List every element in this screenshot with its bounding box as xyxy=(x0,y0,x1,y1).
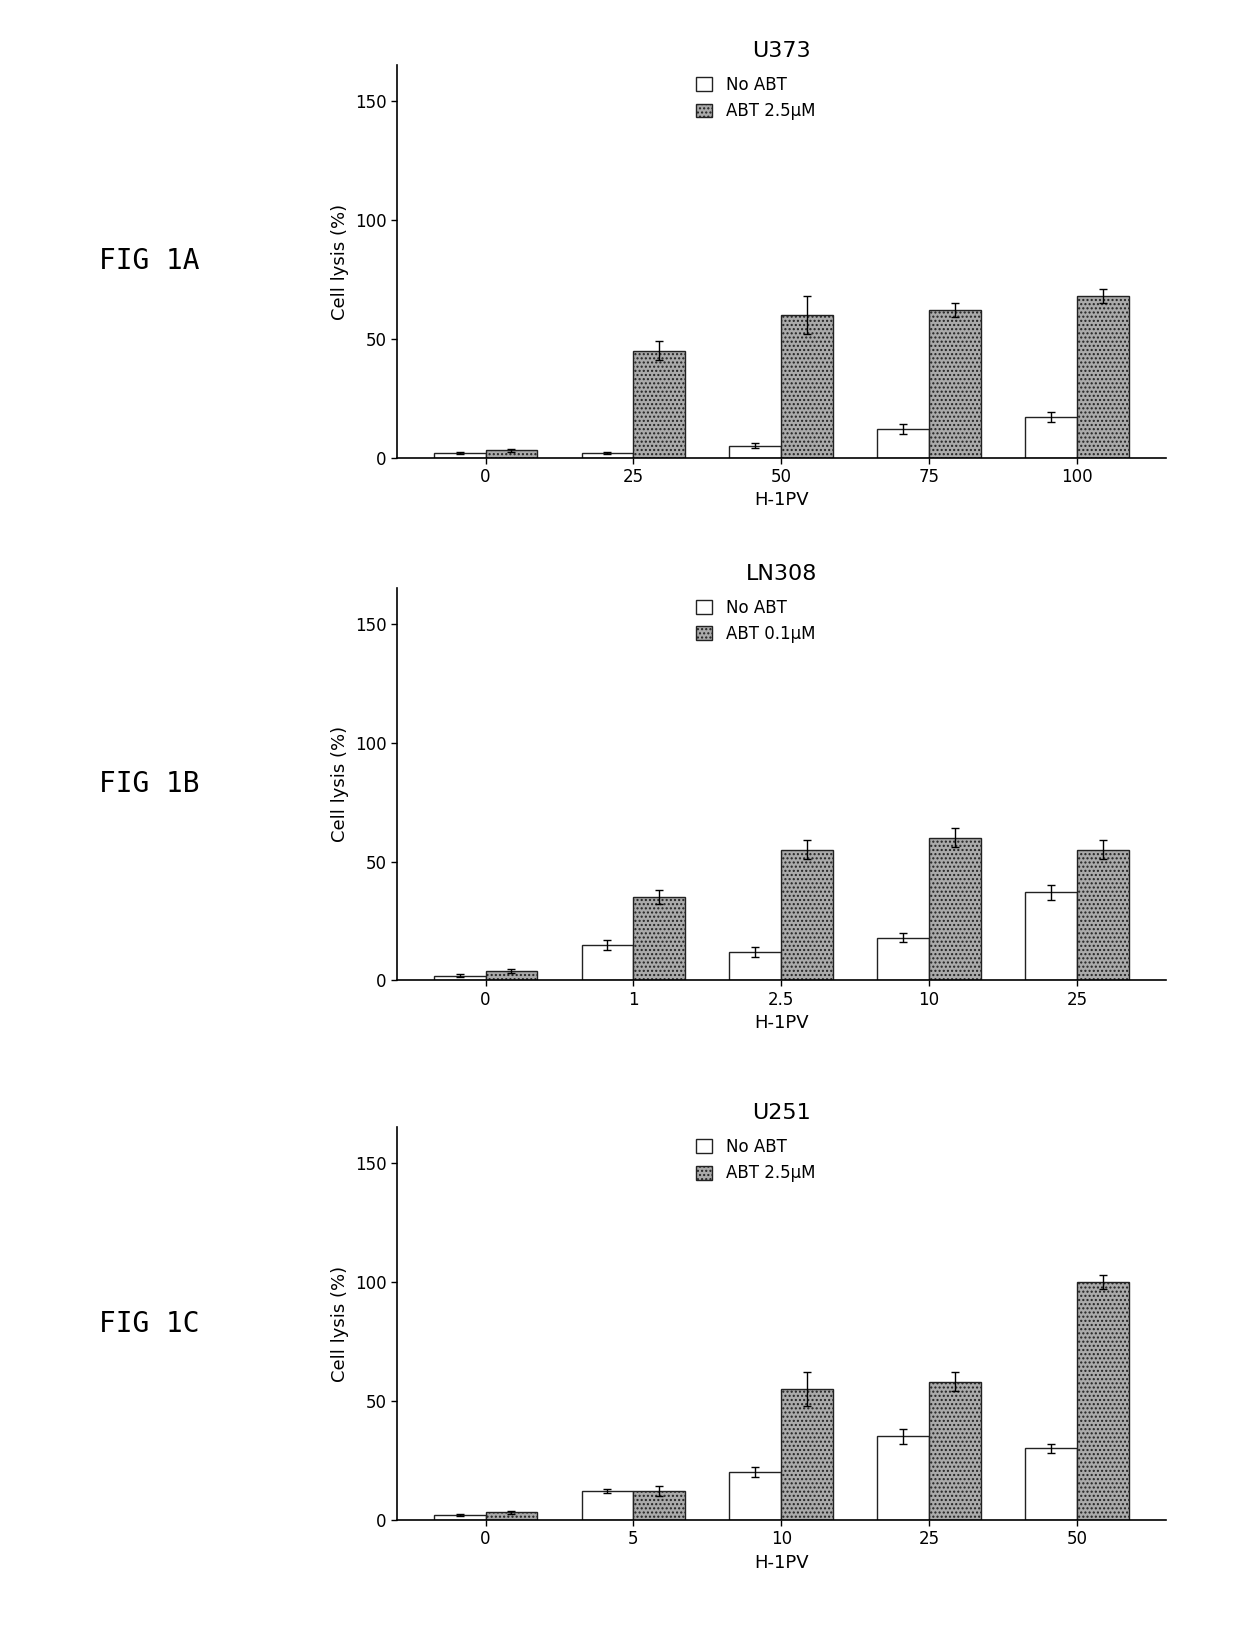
Bar xyxy=(929,310,981,458)
Title: U251: U251 xyxy=(751,1103,811,1123)
Bar xyxy=(781,850,833,980)
Bar xyxy=(434,975,486,980)
Bar xyxy=(434,1515,486,1520)
Legend: No ABT, ABT 0.1μM: No ABT, ABT 0.1μM xyxy=(689,592,822,650)
Bar xyxy=(729,953,781,980)
Bar xyxy=(634,1492,684,1520)
Bar xyxy=(729,446,781,458)
Text: FIG 1C: FIG 1C xyxy=(98,1309,200,1338)
Y-axis label: Cell lysis (%): Cell lysis (%) xyxy=(331,1265,350,1382)
Text: FIG 1A: FIG 1A xyxy=(98,247,200,276)
Y-axis label: Cell lysis (%): Cell lysis (%) xyxy=(331,203,350,320)
Bar xyxy=(1076,850,1128,980)
Bar xyxy=(729,1472,781,1520)
Bar xyxy=(929,838,981,980)
X-axis label: H-1PV: H-1PV xyxy=(754,492,808,510)
Bar xyxy=(634,897,684,980)
Bar xyxy=(878,1436,929,1520)
Bar xyxy=(878,430,929,458)
X-axis label: H-1PV: H-1PV xyxy=(754,1015,808,1033)
Bar xyxy=(486,451,537,458)
Bar xyxy=(1025,892,1076,980)
Bar xyxy=(1025,1448,1076,1520)
Bar xyxy=(878,938,929,980)
Bar xyxy=(486,971,537,980)
Bar xyxy=(1076,296,1128,458)
Bar xyxy=(1025,417,1076,458)
Bar xyxy=(582,944,634,980)
Title: U373: U373 xyxy=(751,41,811,60)
Bar xyxy=(781,315,833,458)
Bar xyxy=(929,1382,981,1520)
Bar xyxy=(486,1513,537,1520)
Text: FIG 1B: FIG 1B xyxy=(98,770,200,799)
Bar xyxy=(582,453,634,458)
X-axis label: H-1PV: H-1PV xyxy=(754,1554,808,1572)
Bar xyxy=(1076,1283,1128,1520)
Legend: No ABT, ABT 2.5μM: No ABT, ABT 2.5μM xyxy=(689,1131,822,1190)
Y-axis label: Cell lysis (%): Cell lysis (%) xyxy=(331,725,350,843)
Bar xyxy=(434,453,486,458)
Bar xyxy=(582,1492,634,1520)
Legend: No ABT, ABT 2.5μM: No ABT, ABT 2.5μM xyxy=(689,69,822,127)
Title: LN308: LN308 xyxy=(745,564,817,583)
Bar xyxy=(634,351,684,458)
Bar xyxy=(781,1389,833,1520)
